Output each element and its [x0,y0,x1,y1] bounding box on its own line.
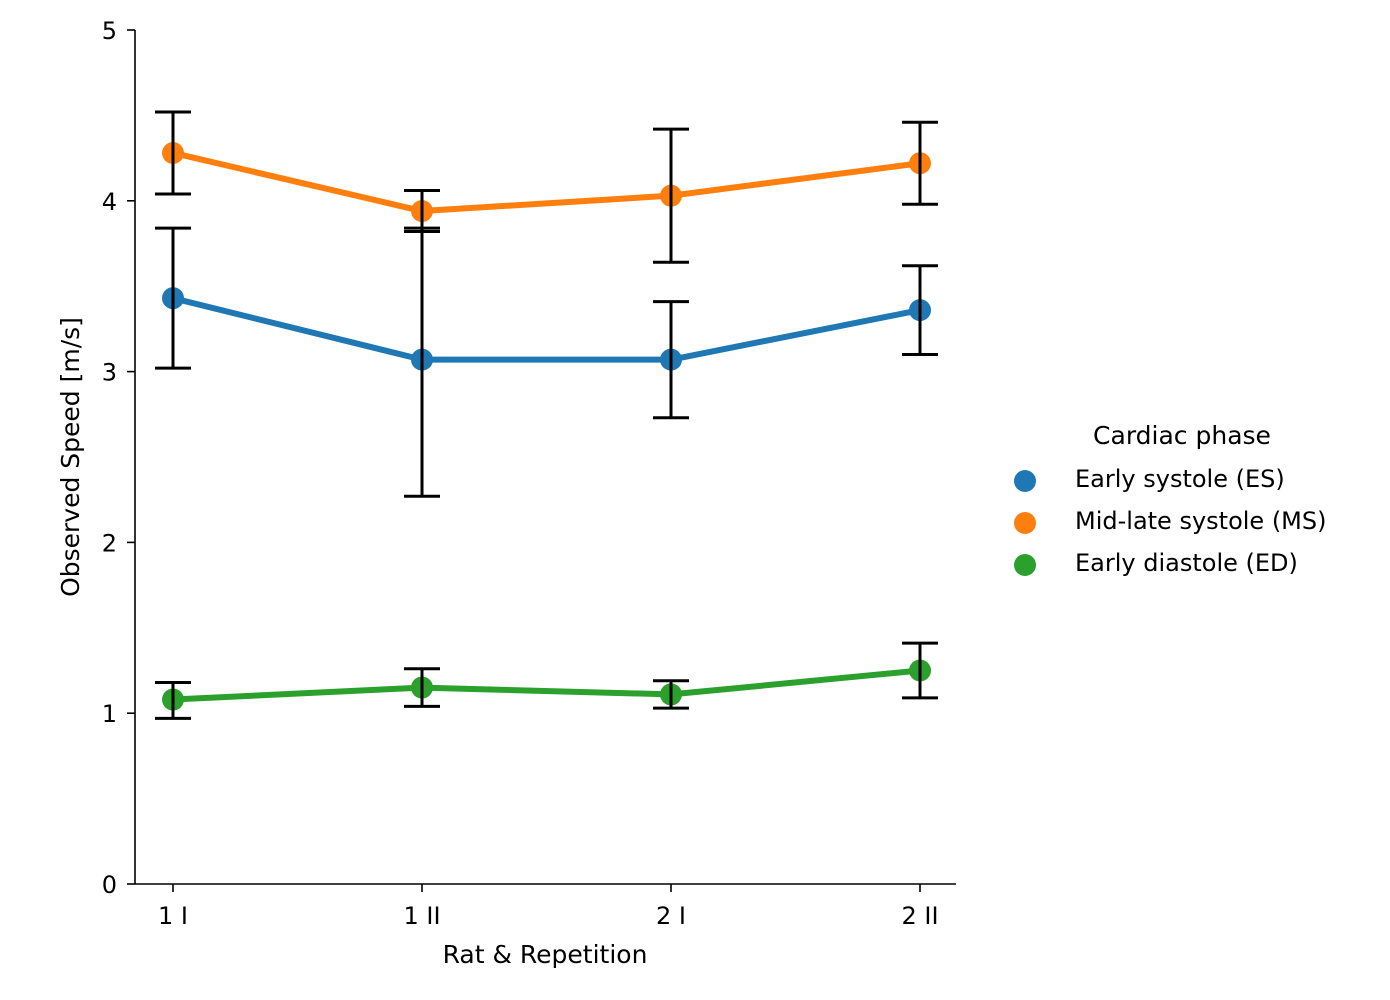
legend-items: Early systole (ES) Mid-late systole (MS) E… [1014,465,1326,577]
legend-item: Early diastole (ED) [1014,549,1298,577]
legend-marker [1014,554,1036,576]
error-bar [155,110,191,196]
y-tick-label: 1 [102,700,117,728]
y-tick-label: 4 [102,188,117,216]
y-ticks: 0 1 2 3 4 5 [102,17,135,899]
x-ticks: 1 I 1 II 2 I 2 II [158,884,939,930]
legend-marker [1014,470,1036,492]
series-layer [162,141,931,711]
legend-label: Early systole (ES) [1075,465,1285,493]
x-tick-label: 1 I [158,902,188,930]
series-line [172,150,921,215]
legend-label: Mid-late systole (MS) [1075,507,1326,535]
y-tick-label: 5 [102,17,117,45]
series-1 [162,141,931,223]
x-axis-label: Rat & Repetition [443,940,648,969]
legend: Cardiac phase Early systole (ES) Mid-late… [1014,421,1326,577]
series-2 [162,659,931,711]
error-bar [653,679,689,710]
series-line [172,667,921,703]
error-bar [155,680,191,720]
legend-item: Mid-late systole (MS) [1014,507,1326,535]
y-tick-label: 0 [102,871,117,899]
legend-marker [1014,512,1036,534]
x-tick-label: 1 II [403,902,440,930]
error-bar [404,189,440,234]
x-tick-label: 2 I [656,902,686,930]
error-bar [653,300,689,420]
legend-title: Cardiac phase [1093,421,1271,450]
y-axis-label: Observed Speed [m/s] [56,317,85,597]
series-line [172,295,921,363]
x-tick-label: 2 II [901,902,938,930]
error-bar [404,667,440,708]
error-bar [902,264,938,357]
plot-area [155,110,938,720]
error-bar [902,641,938,700]
series-0 [162,287,931,371]
errorbar-layer [155,110,938,720]
legend-label: Early diastole (ED) [1075,549,1298,577]
error-bar [653,127,689,264]
y-tick-label: 3 [102,359,117,387]
error-bar [155,226,191,370]
error-bar [902,120,938,206]
legend-item: Early systole (ES) [1014,465,1285,493]
y-tick-label: 2 [102,529,117,557]
